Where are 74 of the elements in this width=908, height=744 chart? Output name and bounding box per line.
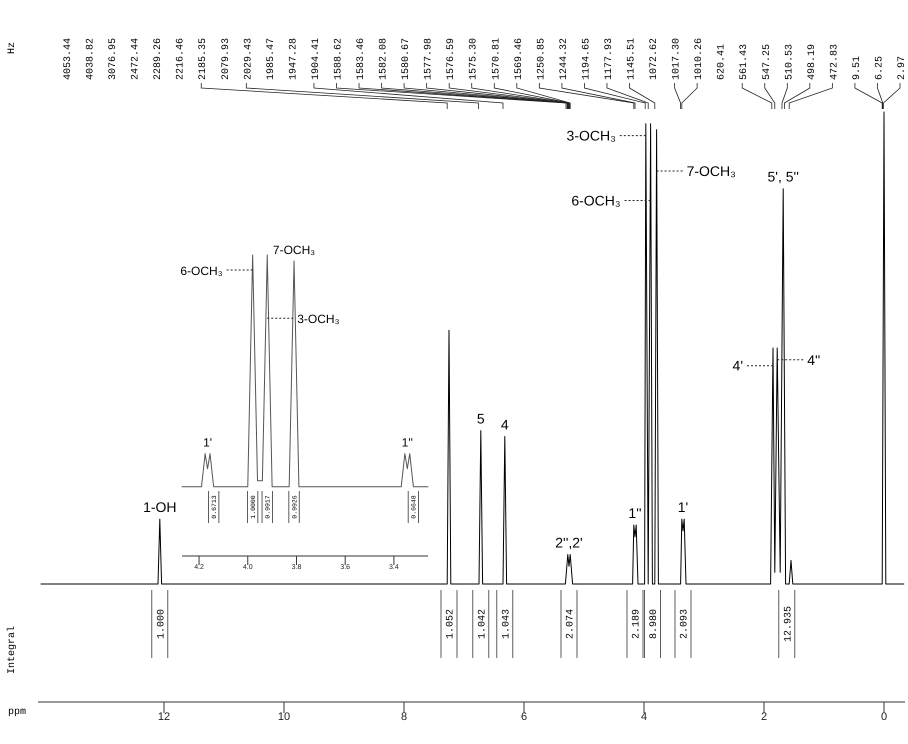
annotation: 12.935: [783, 606, 794, 642]
annotation: 7-OCH₃: [686, 163, 736, 179]
annotation: 2'',2': [555, 534, 583, 550]
annotation: 1.043: [501, 608, 512, 640]
annotation: 1904.41: [310, 38, 322, 80]
annotation: 6-OCH₃: [571, 192, 621, 208]
annotation: 1010.26: [694, 38, 706, 80]
text: 4053.44: [63, 38, 74, 80]
text: 2472.44: [130, 38, 142, 80]
text: Integral: [6, 626, 18, 674]
text: 1985.47: [266, 38, 277, 80]
annotation: 1'': [402, 436, 413, 450]
annotation: 1.042: [477, 608, 488, 640]
annotation: 1.000: [156, 608, 168, 640]
annotation: 8.980: [648, 608, 660, 640]
annotation: 1576.59: [446, 38, 458, 80]
annotation: 2.074: [566, 608, 576, 640]
annotation: 5: [476, 410, 485, 427]
annotation: 561.43: [739, 44, 750, 80]
annotation: 1569.46: [514, 38, 525, 80]
annotation: 6-OCH₃: [180, 264, 223, 278]
annotation: 2185.35: [198, 38, 210, 80]
annotation: 4: [500, 416, 509, 432]
annotation: 1': [203, 436, 212, 450]
annotation: 1570.81: [491, 38, 502, 80]
annotation: 4'': [807, 352, 820, 368]
text: 2289.26: [153, 38, 164, 80]
x-tick-label: 12: [158, 710, 170, 723]
annotation: 9.51: [852, 56, 863, 80]
x-tick-label: 4: [640, 710, 648, 723]
annotation: 1583.46: [356, 38, 368, 80]
annotation: 498.19: [806, 44, 818, 80]
annotation: 6.25: [874, 56, 886, 80]
annotation: 1.052: [446, 608, 456, 640]
x-axis-title: ppm: [8, 707, 26, 718]
annotation: 547.25: [762, 44, 773, 80]
x-tick-label: 0: [880, 710, 888, 723]
x-tick-label: 6: [520, 710, 528, 723]
text: 620.41: [716, 44, 728, 80]
annotation: 1145.51: [626, 38, 638, 80]
annotation: 5', 5'': [768, 168, 799, 185]
annotation: 1': [678, 499, 688, 516]
annotation: 1194.65: [581, 38, 592, 80]
x-tick-label: 2: [760, 710, 768, 723]
annotation: 1017.30: [672, 38, 683, 80]
annotation: 7-OCH₃: [272, 243, 316, 258]
annotation: 1250.85: [536, 38, 548, 80]
text: 3076.95: [108, 38, 120, 80]
annotation: 1575.30: [468, 38, 480, 80]
x-tick-label: 8: [400, 710, 408, 723]
annotation: 2.093: [680, 608, 690, 640]
annotation: 472.83: [829, 44, 840, 80]
annotation: 1582.08: [378, 38, 390, 80]
text: 1072.62: [649, 38, 660, 80]
text: 4038.82: [86, 38, 97, 80]
text: Hz: [7, 42, 18, 54]
annotation: 4': [732, 358, 743, 374]
annotation: 1177.93: [604, 38, 615, 80]
annotation: 1'': [628, 505, 642, 521]
annotation: 3-OCH₃: [566, 128, 616, 144]
annotation: 3-OCH₃: [297, 312, 340, 326]
annotation: 1580.67: [401, 38, 412, 80]
text: 2079.93: [220, 38, 232, 80]
x-tick-label: 10: [278, 710, 290, 723]
annotation: 1588.62: [333, 38, 344, 80]
annotation: 1244.32: [558, 38, 570, 80]
annotation: 2.189: [632, 608, 642, 640]
text: 1947.28: [288, 38, 300, 80]
annotation: 1577.98: [424, 38, 435, 80]
annotation: 1-OH: [143, 499, 177, 516]
annotation: 2029.43: [243, 38, 254, 80]
text: 2216.46: [176, 38, 187, 80]
annotation: 2.97: [897, 56, 908, 80]
annotation: 510.53: [784, 44, 796, 80]
